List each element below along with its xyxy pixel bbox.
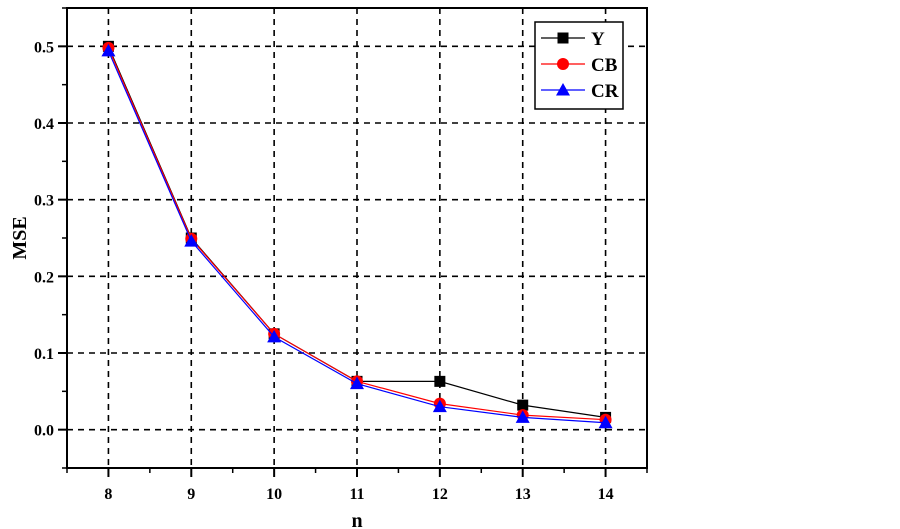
data-point-cr [432, 399, 447, 413]
x-tick-label: 13 [515, 486, 531, 503]
data-point-y [517, 399, 529, 411]
data-point-cr [598, 415, 613, 429]
y-tick-label: 0.2 [34, 269, 54, 286]
x-tick-label: 11 [349, 486, 364, 503]
data-point-y [434, 375, 446, 387]
x-tick-label: 8 [104, 486, 112, 503]
legend-item-y: Y [541, 29, 605, 50]
series-cr [101, 43, 613, 429]
x-tick-label: 14 [598, 486, 614, 503]
series-layer [101, 40, 613, 429]
legend: Y CB CR [534, 21, 624, 110]
y-axis: 0.0 0.1 0.2 0.3 0.4 0.5 [34, 7, 67, 469]
data-point-cr [101, 43, 116, 57]
data-point-cr [267, 329, 282, 343]
series-line-cr [107, 50, 606, 424]
x-axis-title: n [351, 510, 362, 529]
legend-label: CR [591, 81, 619, 102]
legend-box [534, 21, 624, 110]
y-tick-label: 0.5 [34, 39, 54, 56]
legend-item-cr: CR [541, 81, 619, 102]
legend-label: CB [591, 55, 618, 76]
legend-item-cb: CB [541, 55, 618, 76]
data-point-cr [184, 234, 199, 247]
y-tick-label: 0.0 [34, 423, 54, 440]
x-tick-label: 10 [266, 486, 282, 503]
y-tick-label: 0.1 [34, 346, 54, 363]
x-tick-label: 12 [432, 486, 448, 503]
gridlines [67, 8, 647, 468]
x-axis: 8 9 10 11 12 13 14 [66, 468, 648, 503]
x-tick-label: 9 [187, 486, 195, 503]
legend-marker [556, 83, 570, 96]
y-axis-title: MSE [9, 216, 31, 259]
legend-marker [557, 58, 569, 70]
y-tick-label: 0.4 [34, 116, 54, 133]
y-tick-label: 0.3 [34, 193, 54, 210]
data-point-cr [515, 410, 530, 423]
legend-marker [557, 32, 569, 44]
data-point-cr [350, 376, 364, 390]
legend-label: Y [591, 29, 605, 50]
